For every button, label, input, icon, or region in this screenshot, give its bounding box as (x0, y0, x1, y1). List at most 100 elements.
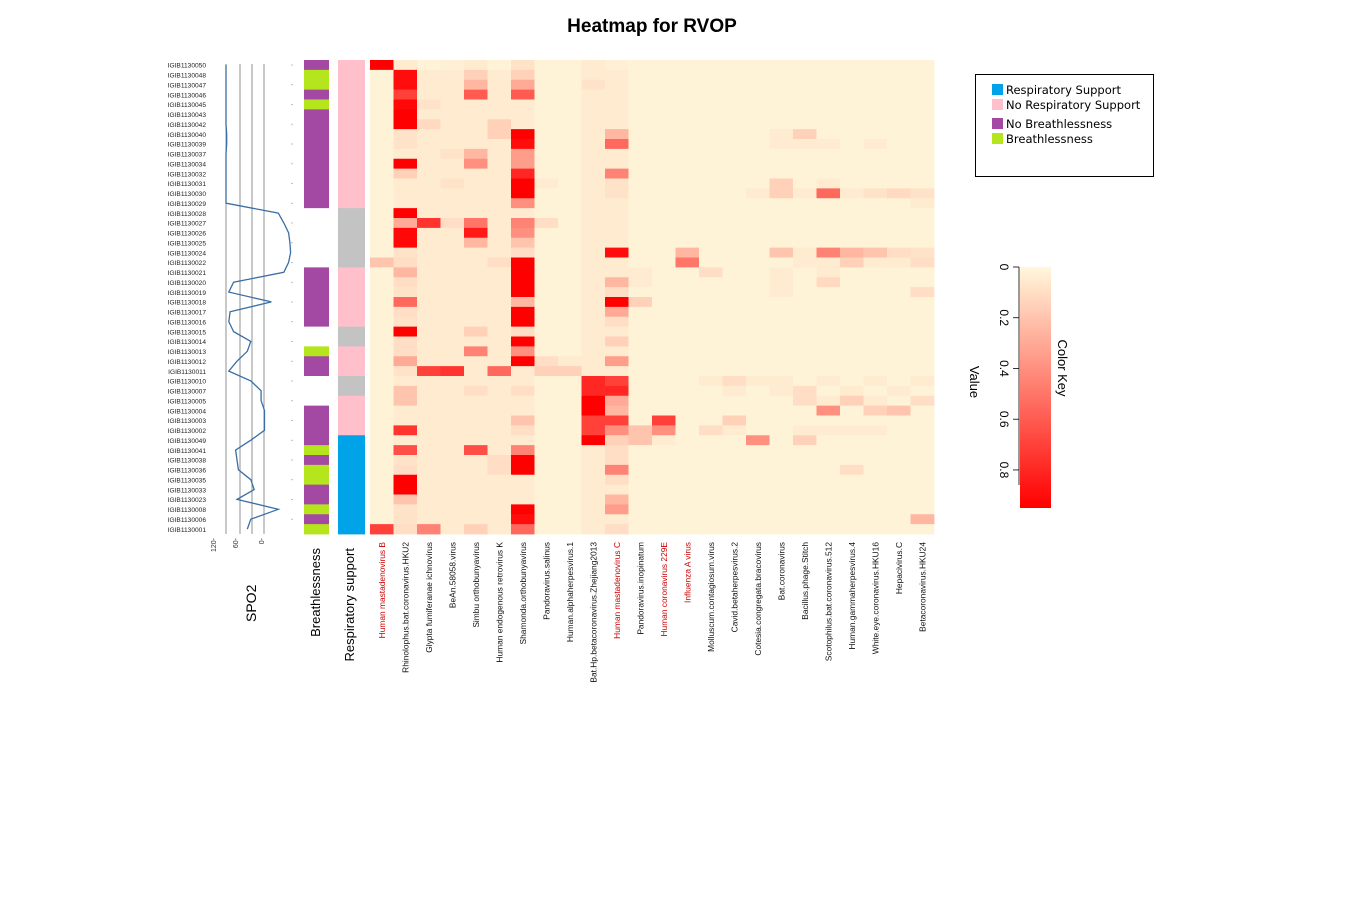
heatmap-cell (840, 208, 864, 219)
heatmap-cell (440, 267, 465, 278)
heatmap-cell (793, 178, 817, 189)
heatmap-cell (722, 455, 747, 466)
heatmap-cell (793, 425, 817, 436)
heatmap-cell (863, 227, 888, 239)
spo2-point (291, 143, 293, 145)
heatmap-cell (722, 306, 747, 318)
heatmap-cell (628, 218, 653, 229)
heatmap-cell (605, 208, 629, 219)
heatmap-cell (417, 69, 441, 81)
heatmap-cell (393, 385, 418, 397)
heatmap-cell (511, 415, 535, 426)
heatmap-cell (511, 218, 535, 229)
heatmap-cell (581, 316, 606, 328)
spo2-tick-label: 120- (211, 537, 218, 552)
heatmap-cell (511, 227, 535, 239)
heatmap-cell (581, 69, 606, 81)
heatmap-cell (675, 218, 700, 229)
heatmap-cell (511, 69, 535, 81)
heatmap-cell (887, 178, 911, 189)
heatmap-cell (746, 178, 770, 189)
breathlessness-cell (304, 218, 329, 229)
heatmap-cell (699, 524, 723, 535)
heatmap-cell (769, 474, 794, 486)
column-label: Bat.coronavirus (776, 542, 786, 600)
heatmap-cell (840, 218, 864, 229)
heatmap-cell (863, 277, 888, 288)
heatmap-cell (417, 168, 441, 179)
heatmap-cell (793, 504, 817, 515)
heatmap-cell (840, 524, 864, 535)
heatmap-cell (393, 208, 418, 219)
heatmap-cell (816, 119, 841, 130)
heatmap-cell (863, 60, 888, 71)
spo2-point (291, 301, 293, 303)
heatmap-cell (511, 445, 535, 456)
heatmap-cell (840, 69, 864, 81)
heatmap-cell (722, 385, 747, 397)
heatmap-cell (417, 405, 441, 416)
heatmap-cell (675, 415, 700, 426)
heatmap-cell (628, 484, 653, 495)
heatmap-cell (887, 474, 911, 486)
heatmap-cell (816, 346, 841, 357)
heatmap-cell (816, 227, 841, 239)
heatmap-cell (605, 129, 629, 140)
heatmap-cell (393, 336, 418, 347)
heatmap-cell (910, 60, 935, 71)
heatmap-cell (769, 494, 794, 505)
heatmap-cell (722, 297, 747, 308)
heatmap-cell (558, 514, 582, 525)
respiratory-support-cell (338, 267, 365, 278)
legend: Respiratory Support No Respiratory Suppor… (975, 74, 1154, 177)
heatmap-cell (370, 227, 394, 239)
annotation-axis-label: Breathlessness (308, 548, 323, 637)
breathlessness-cell (304, 336, 329, 347)
heatmap-cell (440, 188, 465, 199)
heatmap-cell (652, 139, 676, 150)
heatmap-cell (722, 218, 747, 229)
heatmap-cell (840, 435, 864, 446)
heatmap-cell (393, 79, 418, 91)
heatmap-cell (628, 237, 653, 249)
heatmap-cell (840, 366, 864, 377)
heatmap-cell (581, 306, 606, 318)
heatmap-cell (652, 494, 676, 505)
heatmap-cell (417, 148, 441, 160)
heatmap-cell (417, 178, 441, 189)
heatmap-cell (887, 287, 911, 298)
heatmap-cell (675, 119, 700, 130)
spo2-point (291, 380, 293, 382)
heatmap-cell (464, 267, 488, 278)
heatmap-cell (464, 237, 488, 249)
heatmap-cell (769, 484, 794, 495)
breathlessness-cell (304, 267, 329, 278)
heatmap-cell (534, 415, 559, 426)
heatmap-cell (370, 474, 394, 486)
heatmap-cell (793, 99, 817, 110)
heatmap-cell (605, 514, 629, 525)
heatmap-cell (887, 415, 911, 426)
heatmap-cell (652, 524, 676, 535)
breathlessness-cell (304, 346, 329, 357)
heatmap-cell (816, 425, 841, 436)
heatmap-cell (863, 218, 888, 229)
heatmap-cell (840, 455, 864, 466)
heatmap-cell (581, 247, 606, 258)
heatmap-cell (793, 257, 817, 268)
heatmap-cell (863, 89, 888, 100)
heatmap-cell (370, 336, 394, 347)
heatmap-cell (487, 494, 512, 505)
heatmap-cell (840, 237, 864, 249)
breathlessness-cell (304, 514, 329, 525)
heatmap-cell (816, 277, 841, 288)
heatmap-cell (534, 504, 559, 515)
heatmap-cell (417, 297, 441, 308)
heatmap-cell (370, 257, 394, 268)
heatmap-cell (605, 435, 629, 446)
heatmap-cell (464, 218, 488, 229)
heatmap-cell (910, 277, 935, 288)
heatmap-cell (816, 435, 841, 446)
heatmap-cell (370, 504, 394, 515)
heatmap-cell (558, 455, 582, 466)
